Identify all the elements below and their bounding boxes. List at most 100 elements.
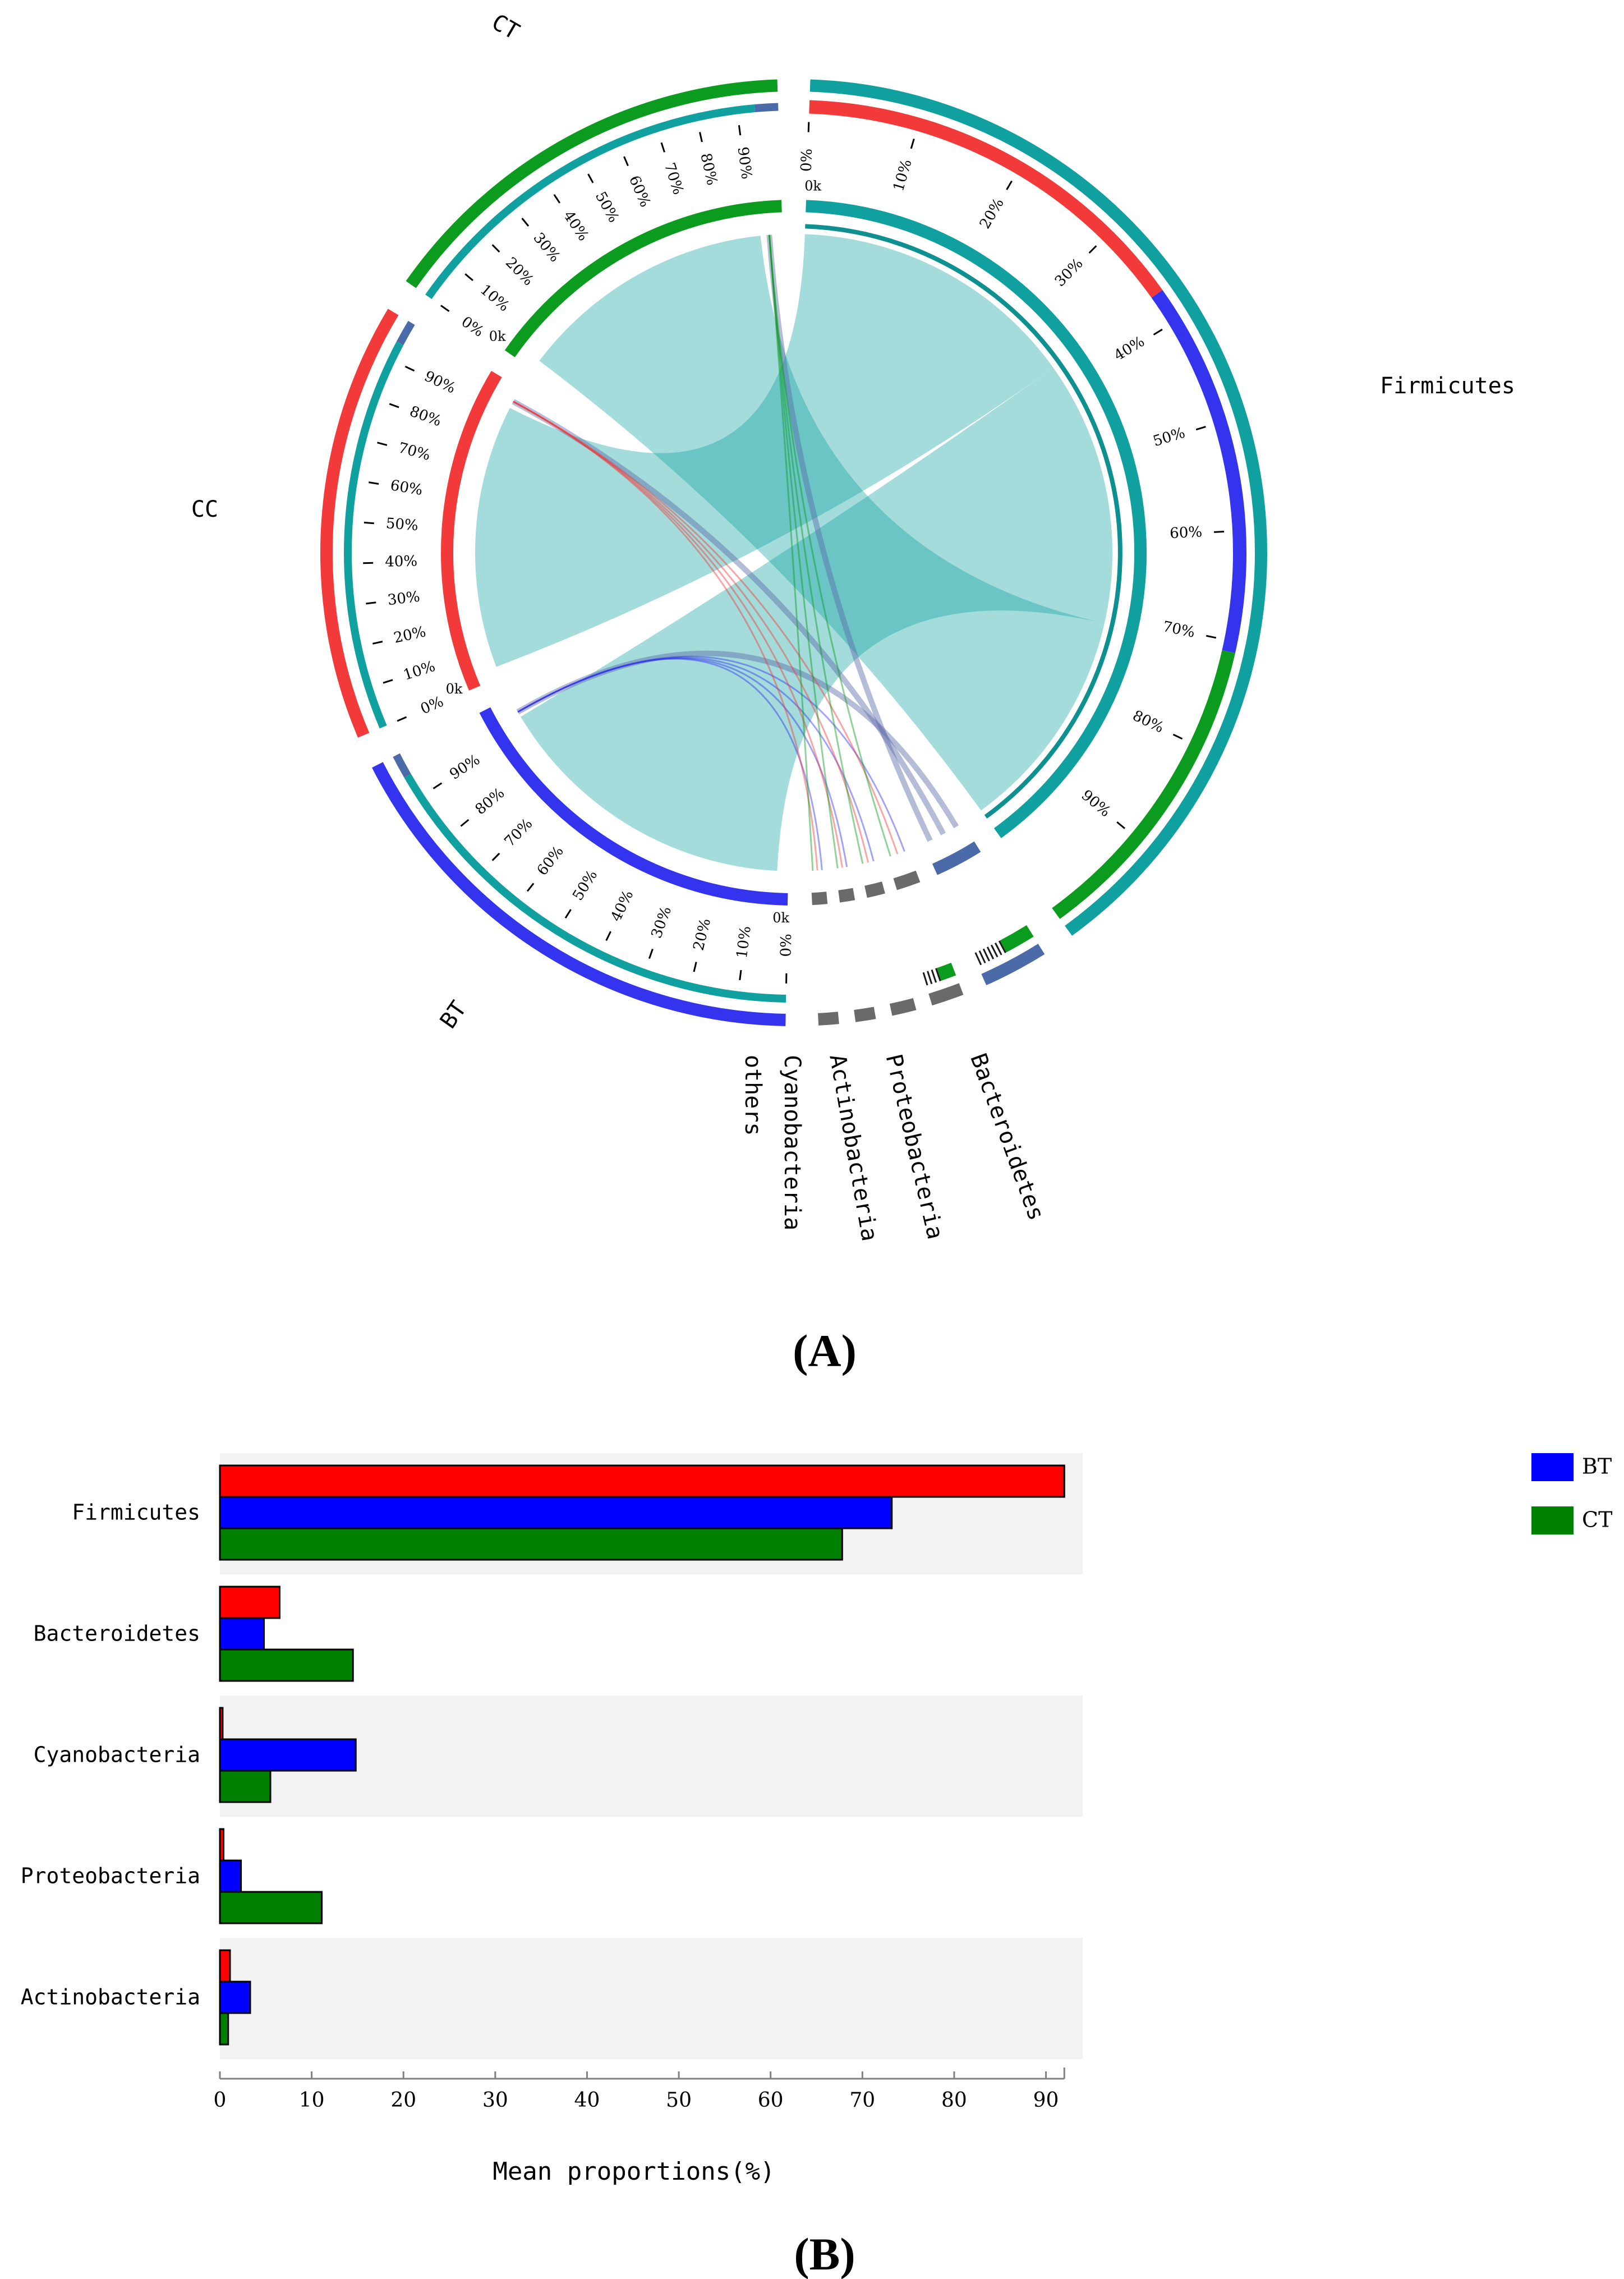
bar-bacteroidetes-ct — [219, 1648, 354, 1682]
chord-link-bt-cyanobacteria — [517, 657, 848, 867]
scale-label-ct: 90% — [734, 146, 755, 180]
scale-tick-cc — [397, 716, 407, 722]
zero-k-label-firmicutes: 0k — [804, 178, 821, 194]
scale-tick-bt — [693, 962, 697, 972]
scale-tick-ct — [553, 194, 561, 204]
scale-label-cc: 40% — [385, 553, 418, 570]
group-composition-ct — [425, 104, 756, 300]
scale-label-bt: 50% — [569, 867, 601, 904]
chord-ribbon-firmicutes-ct — [539, 236, 1105, 811]
legend-swatch-ct — [1531, 1506, 1574, 1534]
scale-tick-ct — [660, 142, 665, 153]
scale-label-cc: 90% — [422, 368, 458, 397]
category-label-bacteroidetes: Bacteroidetes — [34, 1621, 200, 1646]
scale-tick-ct — [440, 305, 450, 313]
scale-tick-firmicutes — [1206, 635, 1217, 639]
scale-label-ct: 10% — [477, 281, 512, 315]
segment-ring-proteobacteria — [928, 983, 964, 1006]
scale-tick-cc — [377, 442, 388, 446]
panel-label-b: (B) — [794, 2229, 855, 2279]
chord-diagram-panel: 0% 10%20%30%40%50%60%70%80%90%0k0%10%20%3… — [191, 9, 1515, 1243]
scale-label-firmicutes: 80% — [1130, 707, 1166, 737]
scale-label-firmicutes: 70% — [1161, 618, 1197, 641]
scale-tick-bt — [605, 931, 611, 941]
chord-link-bt-proteobacteria — [517, 655, 905, 852]
scale-label-ct: 40% — [560, 208, 592, 244]
chord-link-cc-cyanobacteria — [513, 401, 843, 868]
scale-label-ct: 30% — [530, 229, 563, 265]
scale-label-bt: 70% — [502, 815, 536, 850]
x-tick-label-0: 0 — [214, 2089, 227, 2112]
scale-tick-cc — [372, 641, 383, 645]
chord-link-bt-actinobacteria — [517, 656, 875, 862]
segment-label-ct: CT — [487, 9, 524, 45]
segment-ring-ct — [406, 79, 778, 288]
firmicutes-composition-ct — [1052, 650, 1235, 919]
scale-tick-firmicutes — [1116, 821, 1125, 829]
bar-actinobacteria-ct — [219, 2012, 229, 2046]
scale-tick-firmicutes — [1088, 245, 1097, 254]
segment-ring-cc — [320, 309, 399, 738]
bar-actinobacteria-bt — [219, 1981, 251, 2014]
scale-tick-bt — [460, 819, 470, 827]
scale-label-cc: 60% — [389, 477, 424, 499]
chord-ring-ct — [504, 200, 782, 357]
bar-firmicutes-cc — [219, 1464, 1065, 1498]
x-tick-label-60: 60 — [758, 2089, 784, 2112]
segment-ring-bacteroidetes — [981, 944, 1045, 986]
chord-link-ct-bacteroidetes — [766, 235, 933, 842]
scale-tick-bt — [491, 852, 500, 861]
group-composition-minor-ct — [755, 103, 779, 112]
scale-label-firmicutes: 10% — [890, 158, 915, 194]
legend-swatch-bt — [1531, 1453, 1574, 1481]
scale-label-ct: 60% — [625, 173, 654, 210]
scale-label-cc: 20% — [392, 623, 427, 647]
scale-tick-ct — [699, 132, 703, 143]
scale-tick-cc — [364, 521, 374, 525]
group-composition-minor-bt — [393, 753, 411, 778]
bar-proteobacteria-ct — [219, 1891, 323, 1924]
scale-tick-cc — [366, 601, 376, 605]
chord-ribbon-firmicutes-cc — [475, 234, 1053, 667]
scale-tick-cc — [383, 679, 393, 684]
group-composition-cc — [344, 341, 404, 729]
scale-tick-cc — [389, 403, 399, 408]
scale-tick-bt — [648, 949, 654, 959]
category-label-cyanobacteria: Cyanobacteria — [34, 1743, 200, 1767]
segment-label-proteobacteria: Proteobacteria — [881, 1051, 949, 1242]
scale-tick-firmicutes — [807, 122, 810, 132]
scale-tick-ct — [491, 244, 500, 253]
zero-k-label-bt: 0k — [772, 910, 789, 926]
segment-ring-firmicutes — [809, 79, 1267, 936]
scale-tick-firmicutes — [1153, 328, 1163, 336]
scale-tick-ct — [521, 218, 530, 227]
bar-bacteroidetes-cc — [219, 1586, 280, 1619]
scale-tick-ct — [738, 125, 742, 136]
chord-ring-others — [811, 892, 828, 906]
chord-ring-proteobacteria — [893, 870, 921, 890]
legend-label-ct: CT — [1582, 1508, 1612, 1532]
bar-proteobacteria-bt — [219, 1859, 242, 1893]
chord-ring-cyanobacteria — [838, 888, 855, 903]
segment-label-bt: BT — [435, 996, 472, 1033]
category-label-proteobacteria: Proteobacteria — [21, 1864, 200, 1889]
x-tick-label-40: 40 — [574, 2089, 600, 2112]
phylum-composition-ct-proteobacteria — [936, 962, 956, 981]
chord-link-bt-bacteroidetes — [516, 650, 959, 829]
x-tick-label-20: 20 — [390, 2089, 416, 2112]
x-tick-label-90: 90 — [1033, 2089, 1059, 2112]
panel-label-a: (A) — [793, 1325, 857, 1376]
scale-label-cc: 70% — [397, 439, 433, 464]
scale-tick-ct — [623, 156, 629, 167]
scale-tick-cc — [404, 365, 415, 372]
scale-label-bt: 60% — [534, 843, 567, 879]
chord-ring-cc — [441, 371, 502, 691]
scale-tick-firmicutes — [910, 139, 915, 149]
chord-link-cc-proteobacteria — [513, 401, 899, 854]
zero-k-label-cc: 0k — [446, 681, 463, 697]
x-tick-label-50: 50 — [666, 2089, 692, 2112]
scale-label-cc: 80% — [407, 403, 444, 430]
bar-firmicutes-ct — [219, 1527, 843, 1561]
category-label-actinobacteria: Actinobacteria — [21, 1985, 200, 2010]
phylum-composition-ct-bacteroidetes — [1000, 925, 1034, 953]
